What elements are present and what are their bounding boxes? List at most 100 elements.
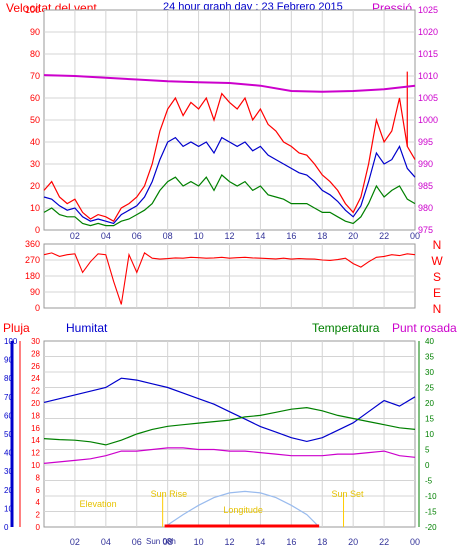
temp-ytick-label: 25 [425,384,434,393]
wind-ytick-label: 30 [30,159,40,169]
pressure-ytick-label: 1020 [418,27,438,37]
annotation-label: Longitude [223,505,263,515]
pressure-ytick-label: 1015 [418,49,438,59]
humitat-ytick-label: 10 [4,504,13,513]
temp-ytick-label: -10 [425,492,437,501]
humitat-ytick-label: 70 [4,393,13,402]
pressure-ytick-label: 995 [418,137,433,147]
pluja-ytick-label: 16 [31,424,40,433]
pressure-ytick-label: 990 [418,159,433,169]
climate-panel-xtick-label: 18 [317,537,327,547]
climate-panel-xtick-label: 16 [286,537,296,547]
pluja-ytick-label: 14 [31,436,40,445]
direction-ytick-label: 0 [35,303,40,313]
temp-ytick-label: 40 [425,337,434,346]
wind-series-green [43,174,416,227]
climate-panel-xtick-label: 20 [348,537,358,547]
humitat-ytick-label: 50 [4,430,13,439]
humitat-ytick-label: 0 [4,523,9,532]
wind-ytick-label: 90 [30,27,40,37]
annotation-label: Sun Rise [151,489,188,499]
pluja-ytick-label: 12 [31,449,40,458]
wind-series-magenta [43,74,416,93]
wind-ytick-label: 0 [35,225,40,235]
label-punt-rosada: Punt rosada [392,321,457,335]
pluja-ytick-label: 24 [31,374,40,383]
pluja-ytick-label: 4 [36,498,41,507]
wind-ytick-label: 80 [30,49,40,59]
climate-panel-xtick-label: 04 [101,537,111,547]
temp-ytick-label: -5 [425,477,433,486]
compass-label: N [433,238,442,252]
annotation-label: Elevation [80,499,117,509]
pluja-ytick-label: 30 [31,337,40,346]
climate-series-green [43,406,416,446]
pluja-ytick-label: 28 [31,349,40,358]
pressure-ytick-label: 980 [418,203,433,213]
wind-ytick-label: 20 [30,181,40,191]
pluja-ytick-label: 22 [31,387,40,396]
climate-panel-xtick-label: 10 [194,537,204,547]
direction-ytick-label: 180 [25,271,40,281]
wind-ytick-label: 60 [30,93,40,103]
pluja-ytick-label: 6 [36,486,41,495]
temp-ytick-label: 30 [425,368,434,377]
pressure-ytick-label: 985 [418,181,433,191]
annotation-label: Sun 08h [146,537,176,546]
compass-label: N [433,302,442,316]
temp-ytick-label: -20 [425,523,437,532]
pluja-ytick-label: 26 [31,362,40,371]
pressure-ytick-label: 1025 [418,5,438,15]
wind-ytick-label: 100 [25,5,40,15]
compass-label: E [433,286,441,300]
pressure-ytick-label: 1000 [418,115,438,125]
wind-panel-xtick-label: 04 [101,231,111,241]
climate-panel-xtick-label: 06 [132,537,142,547]
direction-ytick-label: 360 [25,239,40,249]
pressure-ytick-label: 1005 [418,93,438,103]
climate-series-magenta [43,447,416,464]
label-pluja: Pluja [3,321,30,335]
climate-panel-xtick-label: 08 [163,537,173,547]
wind-panel-xtick-label: 22 [379,231,389,241]
compass-label: W [431,254,443,268]
direction-ytick-label: 270 [25,255,40,265]
wind-ytick-label: 70 [30,71,40,81]
climate-panel-xtick-label: 14 [255,537,265,547]
wind-panel-xtick-label: 14 [255,231,265,241]
pluja-ytick-label: 0 [36,523,41,532]
temp-ytick-label: 5 [425,446,430,455]
humitat-ytick-label: 40 [4,449,13,458]
climate-panel-xtick-label: 02 [70,537,80,547]
wind-panel-xtick-label: 10 [194,231,204,241]
wind-series-blue [43,136,416,225]
pluja-ytick-label: 20 [31,399,40,408]
direction-series [43,252,416,305]
pressure-ytick-label: 975 [418,225,433,235]
temp-ytick-label: 35 [425,353,434,362]
wind-panel-xtick-label: 20 [348,231,358,241]
climate-series-blue [43,377,416,443]
pluja-ytick-label: 2 [36,511,41,520]
annotation-label: Sun Set [332,489,365,499]
pluja-ytick-label: 18 [31,411,40,420]
label-temperatura: Temperatura [312,321,380,335]
pluja-ytick-label: 8 [36,473,41,482]
label-humitat: Humitat [66,321,108,335]
wind-panel-xtick-label: 06 [132,231,142,241]
wind-panel-xtick-label: 02 [70,231,80,241]
pressure-ytick-label: 1010 [418,71,438,81]
temp-ytick-label: -15 [425,508,437,517]
humitat-ytick-label: 60 [4,411,13,420]
humitat-ytick-label: 80 [4,374,13,383]
climate-panel-xtick-label: 12 [224,537,234,547]
temp-ytick-label: 15 [425,415,434,424]
temp-ytick-label: 20 [425,399,434,408]
humitat-ytick-label: 20 [4,486,13,495]
wind-ytick-label: 10 [30,203,40,213]
wind-ytick-label: 50 [30,115,40,125]
wind-panel-xtick-label: 18 [317,231,327,241]
wind-series-red [43,92,416,223]
wind-panel-xtick-label: 08 [163,231,173,241]
